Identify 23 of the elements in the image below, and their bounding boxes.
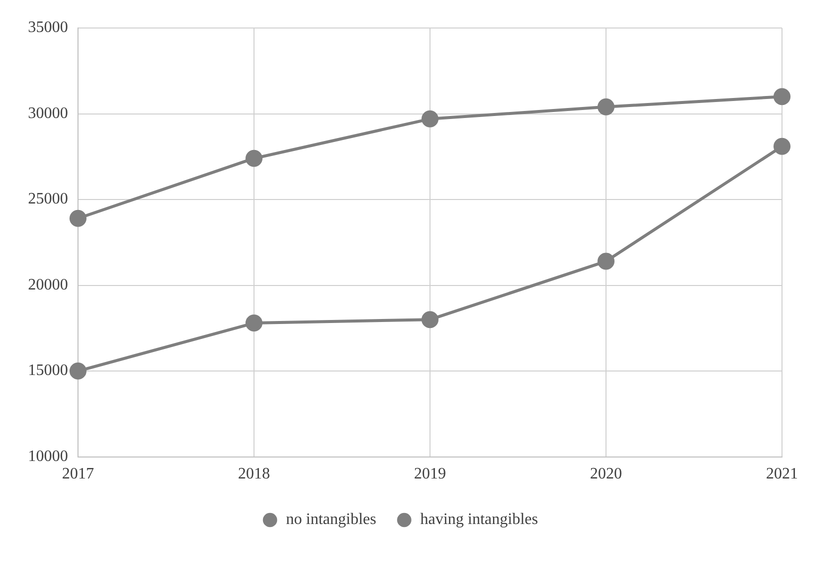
y-tick-label: 30000 [28, 104, 68, 122]
point [774, 88, 790, 106]
point [598, 98, 614, 116]
point [246, 150, 262, 167]
point [70, 362, 86, 380]
y-tick-label: 20000 [28, 276, 68, 294]
y-tick-label: 25000 [28, 190, 68, 208]
point [422, 110, 438, 128]
x-tick-label: 2021 [766, 466, 798, 483]
x-tick-label: 2018 [238, 466, 270, 483]
point [774, 138, 790, 155]
x-tick-label: 2020 [590, 466, 622, 483]
point [598, 252, 614, 270]
x-tick-label: 2017 [62, 466, 94, 483]
point [422, 311, 438, 328]
point [70, 210, 86, 227]
legend-label: no intangibles [286, 511, 376, 528]
legend-label: having intangibles [420, 511, 538, 528]
point [246, 314, 262, 332]
x-tick-label: 2019 [414, 466, 446, 483]
y-tick-label: 35000 [28, 19, 68, 36]
y-tick-label: 10000 [28, 448, 68, 466]
y-tick-label: 15000 [28, 362, 68, 380]
